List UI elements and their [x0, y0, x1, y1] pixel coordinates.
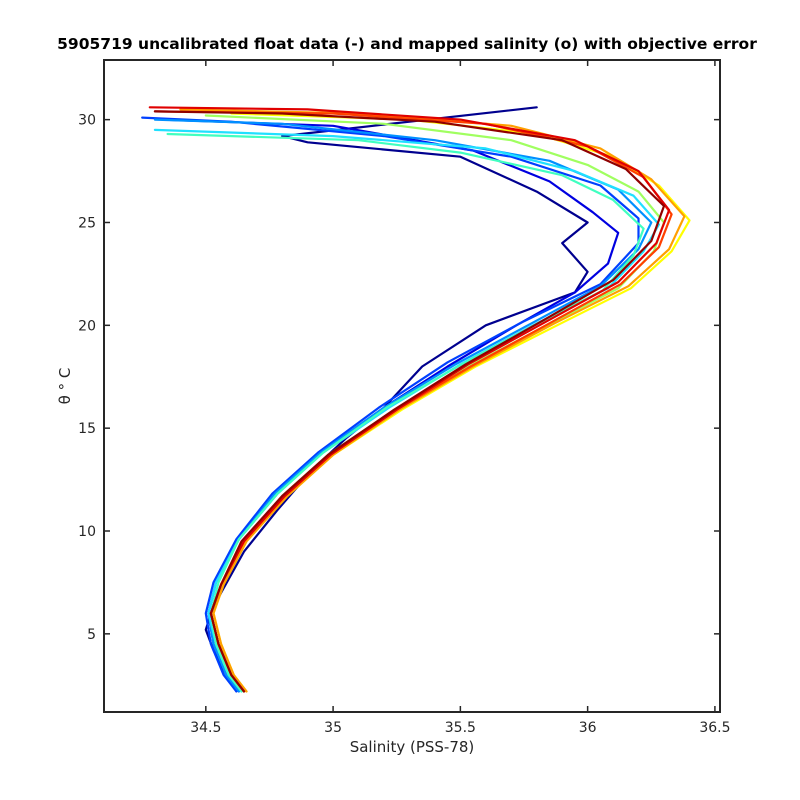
x-tick-label: 36: [579, 720, 597, 736]
x-tick-label: 35.5: [445, 720, 476, 736]
y-tick-label: 25: [78, 215, 96, 231]
x-axis-label: Salinity (PSS-78): [350, 738, 475, 756]
plot-frame: [103, 59, 721, 713]
x-axis: 34.5 35 35.5 36 36.5: [190, 60, 730, 736]
series-layer: [141, 106, 691, 693]
series-line-9: [179, 108, 686, 693]
x-tick-label: 35: [324, 720, 342, 736]
x-tick-label: 36.5: [699, 720, 730, 736]
y-axis-label: θ ° C: [56, 368, 74, 405]
series-line-6: [166, 132, 645, 693]
y-tick-label: 15: [78, 421, 96, 437]
y-tick-label: 5: [87, 627, 96, 643]
y-axis: 5 10 15 20 25 30: [78, 113, 720, 643]
chart-title: 5905719 uncalibrated float data (-) and …: [57, 35, 757, 53]
y-tick-label: 20: [78, 318, 96, 334]
y-tick-label: 10: [78, 524, 96, 540]
series-line-1: [204, 106, 589, 693]
y-tick-label: 30: [78, 113, 96, 129]
series-line-5: [153, 128, 661, 693]
x-tick-label: 34.5: [190, 720, 221, 736]
series-line-12: [153, 110, 666, 693]
series-line-3: [141, 116, 640, 693]
series-line-7: [204, 114, 666, 693]
